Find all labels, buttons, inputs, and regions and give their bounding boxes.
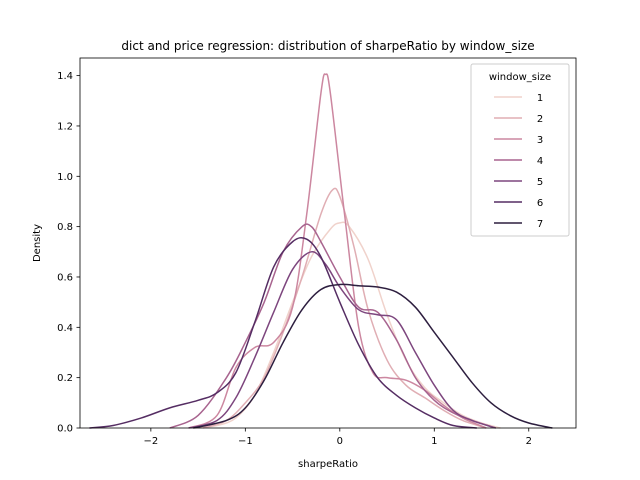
series-line-1 xyxy=(193,221,501,429)
y-tick-label: 0.0 xyxy=(57,424,73,435)
series-line-6 xyxy=(89,236,477,429)
legend-label-3: 3 xyxy=(537,135,543,146)
legend: window_size 1 2 3 4 5 6 7 xyxy=(470,63,570,237)
series-line-4 xyxy=(169,223,496,429)
series-line-5 xyxy=(188,251,496,429)
y-tick-label: 0.8 xyxy=(57,222,73,233)
series-line-7 xyxy=(193,283,553,429)
series-line-3 xyxy=(188,73,487,429)
plot-area xyxy=(89,73,553,429)
x-axis: −2 −1 0 1 2 xyxy=(143,428,532,447)
y-tick-label: 1.0 xyxy=(57,172,73,183)
x-tick-label: 1 xyxy=(431,436,437,447)
legend-title: window_size xyxy=(489,72,551,83)
legend-label-7: 7 xyxy=(537,219,543,230)
x-tick-label: −2 xyxy=(143,436,158,447)
legend-box xyxy=(470,63,570,237)
legend-label-1: 1 xyxy=(537,93,543,104)
x-tick-label: 2 xyxy=(526,436,532,447)
legend-label-6: 6 xyxy=(537,198,543,209)
y-tick-label: 0.2 xyxy=(57,373,73,384)
y-tick-label: 1.4 xyxy=(57,71,73,82)
y-axis-label: Density xyxy=(32,224,43,262)
chart-title: dict and price regression: distribution … xyxy=(121,39,534,53)
x-axis-label: sharpeRatio xyxy=(298,459,358,470)
legend-label-4: 4 xyxy=(537,156,543,167)
x-tick-label: 0 xyxy=(337,436,343,447)
y-tick-label: 1.2 xyxy=(57,121,73,132)
y-axis: 0.0 0.2 0.4 0.6 0.8 1.0 1.2 1.4 xyxy=(57,71,80,435)
series-line-2 xyxy=(202,187,487,429)
x-tick-label: −1 xyxy=(238,436,253,447)
plot-frame xyxy=(79,57,577,429)
y-tick-label: 0.6 xyxy=(57,272,73,283)
y-tick-label: 0.4 xyxy=(57,323,73,334)
legend-label-2: 2 xyxy=(537,114,543,125)
legend-label-5: 5 xyxy=(537,177,543,188)
